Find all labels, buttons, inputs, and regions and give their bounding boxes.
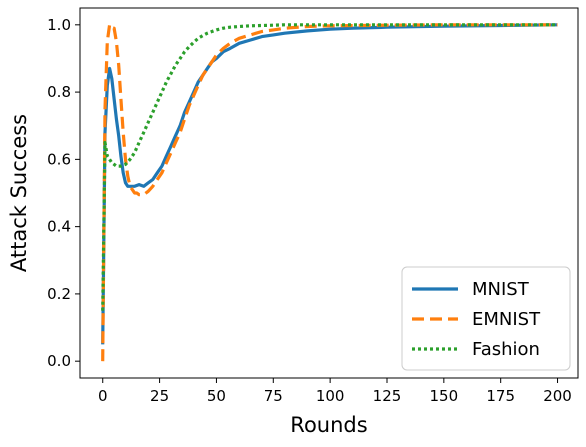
y-tick-label: 0.0 [47, 352, 71, 370]
x-tick-label: 0 [98, 387, 108, 405]
series-line-emnist [101, 23, 558, 362]
x-tick-label: 25 [150, 387, 169, 405]
x-tick-label: 75 [264, 387, 283, 405]
y-tick-label: 0.4 [47, 218, 71, 236]
x-tick-label: 50 [207, 387, 226, 405]
x-tick-label: 175 [486, 387, 515, 405]
y-tick-label: 0.2 [47, 285, 71, 303]
legend-box [401, 266, 571, 371]
y-tick-label: 0.8 [47, 83, 71, 101]
plot-frame [79, 7, 579, 379]
legend-label-fashion: Fashion [472, 339, 540, 360]
legend: MNIST EMNIST Fashion [401, 266, 571, 371]
x-tick-label: 100 [316, 387, 345, 405]
legend-label-emnist: EMNIST [472, 309, 541, 330]
series-line-fashion [101, 23, 558, 311]
x-tick-label: 125 [373, 387, 402, 405]
series-layer [101, 23, 558, 362]
y-tick-label: 0.6 [47, 150, 71, 168]
y-axis-label: Attack Success [7, 114, 31, 272]
x-tick-label: 200 [543, 387, 572, 405]
legend-label-mnist: MNIST [472, 279, 530, 300]
x-tick-label: 150 [430, 387, 459, 405]
axis-layer: 0 25 50 75 100 125 150 175 200 0.0 0.2 0.4 0.6 0.8 1.0 [47, 16, 572, 405]
y-tick-label: 1.0 [47, 16, 71, 34]
x-axis-label: Rounds [290, 413, 367, 437]
series-line-mnist [101, 23, 558, 345]
